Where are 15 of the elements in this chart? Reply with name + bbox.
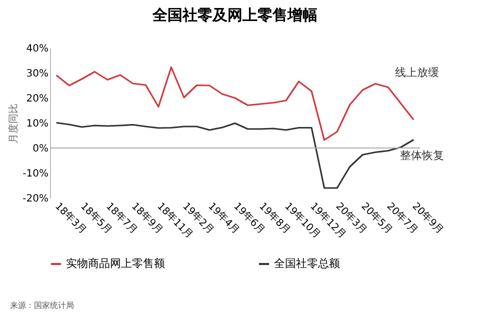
annotation: 整体恢复 [400, 149, 444, 162]
y-tick-label: -10% [22, 168, 48, 180]
y-tick-label: 20% [26, 94, 48, 104]
chart-title: 全国社零及网上零售增幅 [152, 6, 318, 24]
y-axis-title: 月度同比 [8, 104, 20, 144]
annotation: 线上放缓 [395, 66, 439, 79]
legend-label: 实物商品网上零售额 [66, 257, 165, 270]
y-tick-label: 0% [32, 144, 48, 154]
y-tick-label: 10% [26, 118, 48, 130]
line-series [56, 66, 414, 141]
source-note: 来源：国家统计局 [10, 301, 74, 310]
legend-label: 全国社零总额 [274, 257, 340, 270]
y-tick-label: 40% [26, 44, 48, 54]
y-tick-label: 30% [26, 68, 48, 80]
y-tick-label: -20% [22, 194, 48, 204]
